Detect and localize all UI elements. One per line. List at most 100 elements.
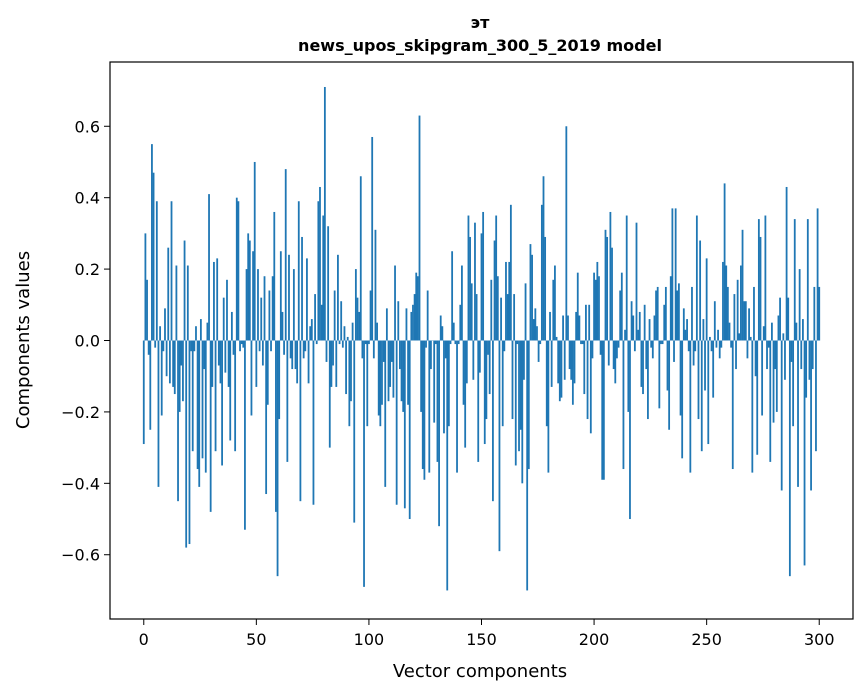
- bar-274: [589, 340, 592, 434]
- bar-238: [531, 254, 533, 341]
- bar-243: [539, 340, 542, 345]
- bar-239: [532, 319, 535, 341]
- bar-361: [731, 340, 734, 470]
- bar-72: [260, 297, 263, 341]
- bar-270: [583, 340, 586, 395]
- bar-260: [567, 315, 569, 341]
- bar-234: [524, 283, 527, 341]
- bar-333: [686, 319, 688, 341]
- bar-99: [304, 340, 307, 352]
- bar-215: [493, 240, 496, 341]
- bar-233: [523, 340, 525, 380]
- bar-355: [722, 261, 724, 341]
- bar-346: [707, 340, 710, 445]
- bar-73: [261, 340, 264, 366]
- bar-391: [780, 340, 783, 491]
- bar-167: [415, 272, 418, 341]
- bar-116: [332, 340, 334, 366]
- bar-378: [759, 236, 762, 341]
- bar-379: [761, 340, 764, 416]
- bar-10: [159, 326, 161, 341]
- bar-305: [640, 340, 643, 387]
- bar-199: [467, 215, 470, 341]
- bar-362: [733, 294, 736, 341]
- bar-404: [802, 319, 804, 341]
- bar-40: [208, 194, 210, 341]
- bar-393: [784, 340, 786, 380]
- bar-90: [289, 340, 292, 359]
- bar-331: [682, 308, 685, 341]
- bar-136: [364, 340, 367, 345]
- bar-174: [426, 290, 429, 341]
- bar-154: [394, 265, 396, 341]
- bar-205: [477, 340, 480, 462]
- bar-186: [446, 340, 449, 591]
- bar-102: [309, 326, 312, 341]
- bar-259: [565, 126, 568, 341]
- y-tick-label-3: 0.0: [75, 332, 100, 351]
- bar-172: [423, 340, 426, 480]
- bar-138: [368, 340, 370, 345]
- bar-166: [413, 294, 416, 341]
- bar-134: [361, 340, 364, 359]
- bar-31: [193, 340, 196, 352]
- bar-43: [213, 261, 215, 341]
- bar-394: [785, 186, 788, 341]
- bar-81: [275, 340, 277, 512]
- bar-108: [319, 186, 321, 341]
- bar-200: [469, 236, 471, 341]
- bar-38: [204, 340, 207, 473]
- bar-344: [704, 340, 706, 391]
- bar-349: [712, 340, 715, 398]
- bar-115: [330, 340, 333, 387]
- bar-98: [302, 340, 305, 359]
- bar-125: [346, 336, 349, 341]
- bar-375: [754, 340, 757, 377]
- bar-253: [555, 336, 558, 341]
- bar-212: [488, 340, 491, 395]
- bar-250: [550, 340, 553, 387]
- bar-294: [622, 340, 625, 470]
- bar-24: [182, 340, 184, 402]
- bar-94: [296, 340, 299, 384]
- bar-256: [560, 340, 563, 398]
- bar-412: [815, 340, 817, 452]
- bar-248: [547, 340, 550, 473]
- x-tick-label-100: 100: [354, 630, 385, 649]
- bar-64: [247, 233, 250, 341]
- bar-321: [666, 340, 669, 391]
- bar-414: [818, 286, 821, 341]
- bar-15: [167, 247, 170, 341]
- bar-231: [519, 340, 522, 430]
- bar-409: [810, 340, 812, 491]
- bar-402: [798, 269, 801, 341]
- bar-95: [297, 201, 300, 341]
- bar-137: [366, 340, 369, 427]
- bar-180: [436, 340, 439, 462]
- bar-107: [317, 201, 320, 341]
- bar-42: [211, 340, 214, 387]
- bar-80: [273, 211, 276, 341]
- bar-147: [382, 340, 385, 362]
- bar-336: [691, 286, 693, 341]
- bar-114: [328, 340, 331, 448]
- bar-293: [620, 272, 623, 341]
- x-axis-ticks: 0 50 100 150 200 250 300: [139, 619, 835, 649]
- bar-273: [588, 304, 591, 341]
- bar-121: [340, 301, 343, 341]
- bar-271: [585, 304, 587, 341]
- bar-268: [580, 340, 582, 345]
- bar-88: [286, 340, 289, 462]
- bar-17: [170, 201, 173, 341]
- bar-369: [744, 301, 747, 341]
- bar-185: [444, 340, 447, 359]
- chart-title-line-1: эт: [471, 13, 490, 32]
- bar-23: [180, 340, 183, 366]
- bar-74: [263, 276, 266, 341]
- bar-304: [638, 311, 641, 341]
- bar-320: [664, 286, 667, 341]
- bar-340: [697, 340, 700, 420]
- bar-61: [242, 340, 245, 348]
- bar-338: [694, 340, 697, 352]
